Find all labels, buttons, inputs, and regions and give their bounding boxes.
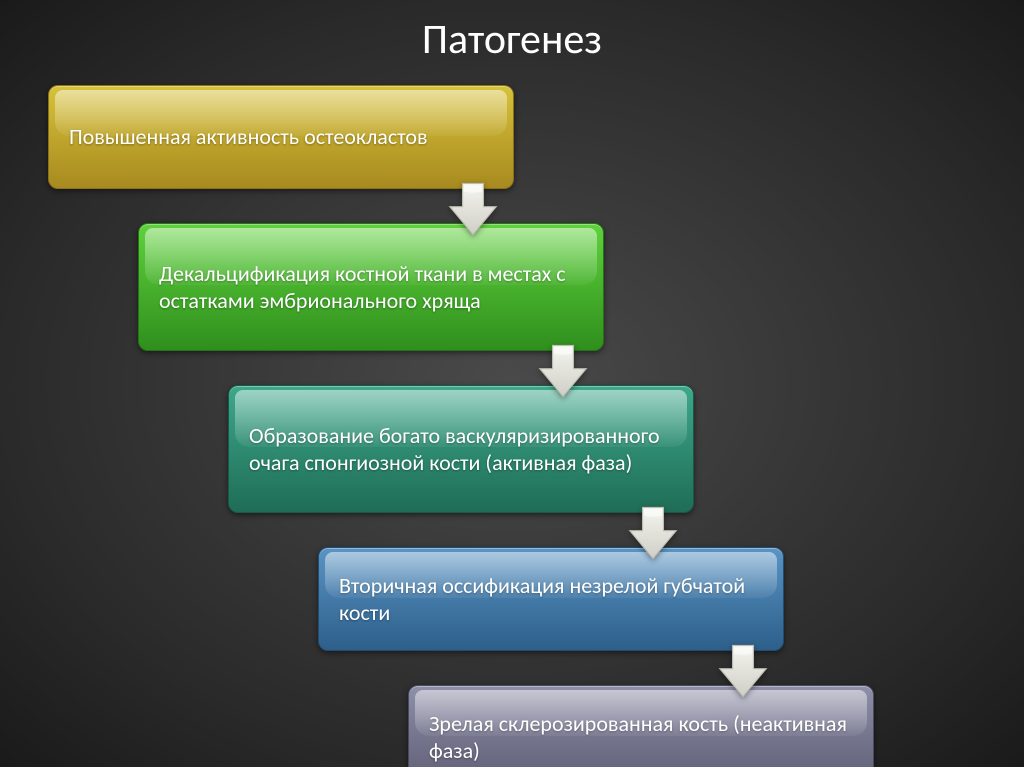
process-flow: Повышенная активность остеокластов Декаль… [0,73,1024,767]
step-label: Образование богато васкуляризированного … [249,422,673,477]
page-title: Патогенез [0,0,1024,73]
process-step: Вторичная оссификация незрелой губчатой … [318,547,784,651]
flow-arrow-icon [624,504,682,562]
step-label: Зрелая склерозированная кость (неактивна… [429,710,853,765]
step-label: Вторичная оссификация незрелой губчатой … [339,572,763,627]
step-label: Повышенная активность остеокластов [69,123,428,151]
flow-arrow-icon [714,642,772,700]
process-step: Повышенная активность остеокластов [48,85,514,189]
process-step: Образование богато васкуляризированного … [228,385,694,513]
step-label: Декальцификация костной ткани в местах с… [159,260,583,315]
flow-arrow-icon [444,180,502,238]
flow-arrow-icon [534,342,592,400]
process-step: Декальцификация костной ткани в местах с… [138,223,604,351]
process-step: Зрелая склерозированная кость (неактивна… [408,685,874,767]
